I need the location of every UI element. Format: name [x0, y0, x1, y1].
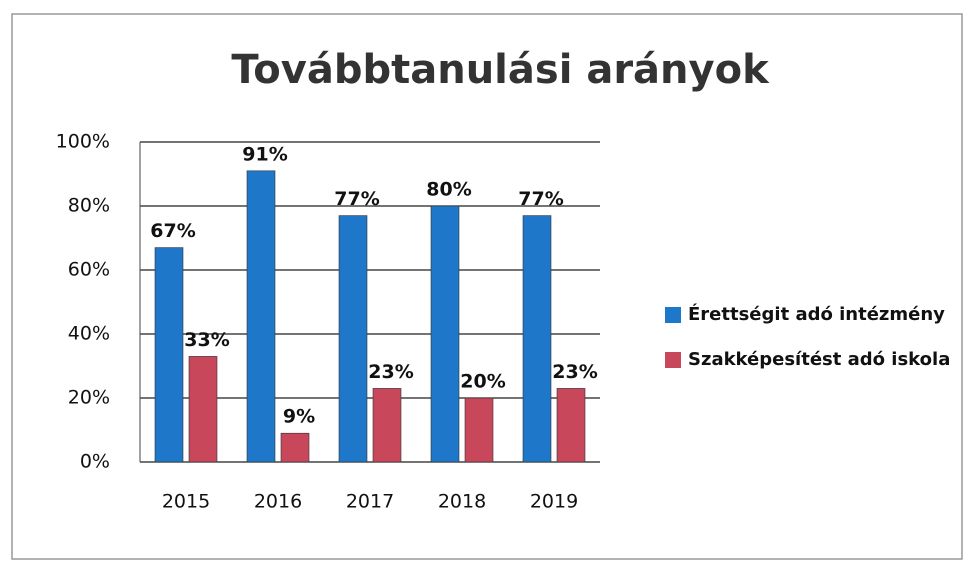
value-label: 67% — [150, 220, 195, 242]
legend-label: Érettségit adó intézmény — [688, 303, 945, 325]
x-tick-label: 2019 — [530, 491, 578, 513]
bar — [372, 388, 402, 463]
y-tick-label: 80% — [68, 195, 110, 217]
value-label: 33% — [184, 329, 229, 351]
bar — [154, 247, 184, 463]
value-label: 77% — [518, 188, 563, 210]
legend-label: Szakképesítést adó iskola — [688, 349, 950, 370]
y-tick-label: 0% — [80, 451, 110, 473]
x-tick-label: 2018 — [438, 491, 486, 513]
bar — [522, 215, 552, 463]
bar — [188, 356, 218, 463]
bar — [280, 432, 310, 463]
legend-swatch — [665, 307, 681, 323]
value-label: 77% — [334, 188, 379, 210]
y-tick-label: 20% — [68, 387, 110, 409]
chart-title: Továbbtanulási arányok — [231, 47, 770, 93]
x-tick-label: 2015 — [162, 491, 210, 513]
y-tick-label: 100% — [56, 131, 110, 153]
bar — [464, 397, 494, 463]
legend-swatch — [665, 352, 681, 368]
x-tick-label: 2017 — [346, 491, 394, 513]
bar — [430, 205, 460, 463]
value-label: 23% — [368, 361, 413, 383]
value-label: 23% — [552, 361, 597, 383]
chart-frame — [11, 13, 963, 560]
bar — [556, 388, 586, 463]
y-tick-label: 60% — [68, 259, 110, 281]
value-label: 20% — [460, 371, 505, 393]
value-label: 91% — [242, 143, 287, 165]
value-label: 9% — [283, 406, 315, 428]
bar — [338, 215, 368, 463]
bar — [246, 170, 276, 463]
x-tick-label: 2016 — [254, 491, 302, 513]
y-tick-label: 40% — [68, 323, 110, 345]
value-label: 80% — [426, 179, 471, 201]
